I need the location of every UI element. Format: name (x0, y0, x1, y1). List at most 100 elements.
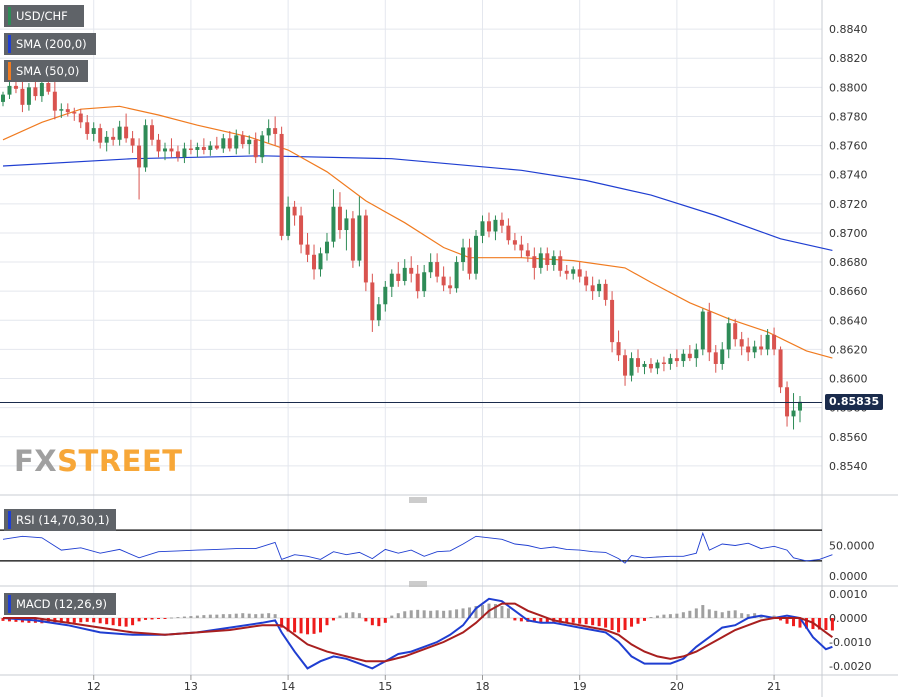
macd-hist-bar (72, 618, 76, 623)
macd-hist-bar (312, 618, 316, 634)
logo-street: STREET (57, 444, 183, 478)
candle-body (467, 247, 472, 274)
macd-hist-bar (241, 613, 245, 618)
macd-hist-bar (746, 614, 750, 618)
candle-body (636, 358, 641, 367)
candle-body (72, 112, 77, 114)
macd-hist-bar (260, 613, 264, 618)
y-tick-label: 0.8720 (829, 198, 868, 211)
candle-body (52, 91, 57, 111)
sma200-label-text: SMA (200,0) (16, 37, 87, 51)
candle-body (616, 342, 621, 356)
candle-body (273, 128, 278, 134)
candle-body (357, 215, 362, 261)
rsi-tick-label: 50.0000 (829, 540, 875, 553)
candle-body (538, 253, 543, 268)
macd-hist-bar (221, 614, 225, 618)
candle-body (350, 218, 355, 261)
macd-hist-bar (830, 618, 834, 631)
macd-hist-bar (817, 618, 821, 630)
candle-body (137, 145, 142, 168)
macd-hist-bar (785, 618, 789, 624)
y-tick-label: 0.8700 (829, 227, 868, 240)
pair-label[interactable]: USD/CHF (4, 5, 84, 27)
candle-body (655, 362, 660, 369)
candle-body (571, 269, 576, 274)
candle-body (726, 323, 731, 350)
candle-body (363, 215, 368, 283)
candle-body (506, 225, 511, 241)
macd-hist-bar (182, 616, 186, 618)
x-tick-label: 12 (87, 680, 101, 693)
macd-hist-bar (234, 613, 238, 618)
sma50-color-swatch (8, 62, 11, 80)
candle-body (739, 339, 744, 347)
macd-hist-bar (208, 614, 212, 618)
candle-body (26, 87, 31, 105)
macd-hist-bar (506, 608, 510, 618)
y-tick-label: 0.8840 (829, 23, 868, 36)
candle-body (376, 304, 381, 321)
candle-body (234, 135, 239, 149)
macd-hist-bar (228, 614, 232, 618)
candle-body (551, 256, 556, 265)
macd-hist-bar (688, 610, 692, 618)
macd-tick-label: -0.0020 (829, 660, 871, 673)
candle-body (661, 362, 666, 364)
candle-body (486, 221, 491, 232)
macd-hist-bar (319, 618, 323, 633)
macd-hist-bar (500, 606, 504, 618)
candle-body (169, 148, 174, 152)
macd-hist-bar (144, 618, 148, 620)
rsi-label[interactable]: RSI (14,70,30,1) (4, 509, 116, 531)
sma200-label[interactable]: SMA (200,0) (4, 33, 96, 55)
macd-hist-bar (668, 614, 672, 618)
macd-hist-bar (655, 615, 659, 618)
macd-hist-bar (468, 607, 472, 618)
macd-hist-bar (630, 618, 634, 627)
macd-hist-bar (409, 610, 413, 618)
macd-hist-bar (578, 618, 582, 624)
candle-body (98, 128, 103, 143)
macd-hist-bar (416, 609, 420, 618)
candle-body (759, 346, 764, 350)
candle-body (59, 109, 64, 111)
candle-body (454, 262, 459, 289)
candle-body (344, 218, 349, 231)
macd-hist-bar (604, 618, 608, 628)
macd-hist-bar (584, 618, 588, 625)
macd-hist-bar (66, 618, 70, 624)
candle-body (370, 282, 375, 321)
candle-body (299, 215, 304, 245)
candle-body (396, 273, 401, 281)
macd-hist-bar (519, 618, 523, 622)
candle-body (331, 206, 336, 242)
candle-body (512, 240, 517, 245)
candle-body (117, 126, 122, 140)
candle-body (791, 410, 796, 417)
candle-body (415, 273, 420, 292)
macd-hist-bar (157, 618, 161, 619)
x-tick-label: 14 (281, 680, 295, 693)
macd-hist-bar (733, 610, 737, 618)
pair-color-swatch (8, 7, 11, 25)
candle-body (733, 323, 738, 340)
candle-body (765, 334, 770, 350)
macd-hist-bar (804, 618, 808, 629)
macd-label[interactable]: MACD (12,26,9) (4, 593, 116, 615)
candle-body (681, 353, 686, 362)
candle-body (46, 82, 51, 92)
candle-body (713, 352, 718, 364)
macd-hist-bar (480, 605, 484, 618)
sma50-label[interactable]: SMA (50,0) (4, 60, 88, 82)
y-tick-label: 0.8620 (829, 343, 868, 356)
candle-body (389, 273, 394, 287)
rsi-label-text: RSI (14,70,30,1) (16, 513, 110, 527)
candle-body (20, 88, 25, 105)
macd-hist-bar (131, 618, 135, 626)
macd-hist-bar (273, 614, 277, 618)
candle-body (752, 346, 757, 353)
y-tick-label: 0.8680 (829, 256, 868, 269)
sma50-label-text: SMA (50,0) (16, 64, 80, 78)
macd-label-text: MACD (12,26,9) (16, 597, 107, 611)
